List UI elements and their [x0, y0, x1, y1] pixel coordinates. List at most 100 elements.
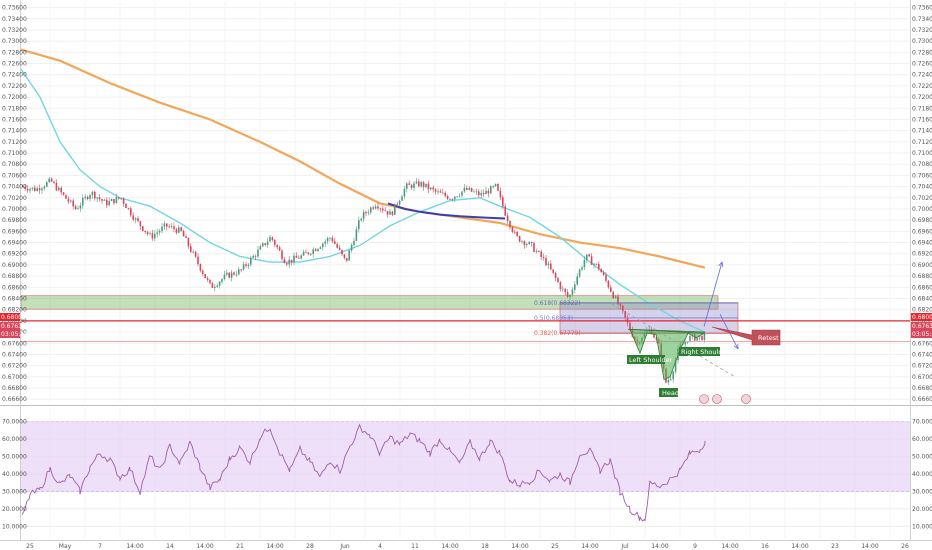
candle-body — [425, 183, 427, 188]
candle-body — [499, 190, 502, 198]
candle-body — [214, 286, 216, 288]
candle-body — [115, 197, 118, 204]
candle-body — [235, 274, 238, 276]
candle-body — [475, 191, 478, 193]
candle-body — [22, 186, 24, 188]
candle-body — [545, 257, 547, 266]
candle-body — [178, 227, 180, 233]
fast-moving-average — [20, 68, 706, 333]
time-tick-label: 14:00 — [791, 543, 808, 550]
candle-body — [672, 371, 674, 380]
candle-body — [127, 208, 130, 209]
time-tick-label: 14:00 — [581, 543, 598, 550]
candle-body — [588, 254, 590, 257]
time-tick-label: 25 — [26, 543, 34, 550]
price-tick-label: 0.72200 — [912, 83, 932, 90]
time-tick-label: Jun — [339, 543, 350, 550]
candle-body — [590, 256, 593, 265]
price-tick-label: 0.67000 — [2, 374, 27, 381]
price-tick-label: 0.70800 — [912, 161, 932, 168]
candle-body — [194, 251, 197, 257]
candle-body — [523, 241, 526, 246]
candle-body — [406, 183, 408, 189]
candle-body — [694, 334, 696, 341]
candle-body — [295, 255, 298, 258]
candle-body — [386, 211, 389, 215]
rsi-tick-label: 10.0000 — [2, 523, 27, 530]
candle-body — [444, 192, 446, 196]
candle-body — [547, 263, 550, 266]
candle-body — [353, 240, 355, 245]
candle-body — [132, 215, 134, 220]
price-tick-label: 0.72400 — [2, 72, 27, 79]
candle-body — [569, 294, 571, 297]
candle-body — [583, 259, 586, 268]
candle-body — [602, 272, 605, 275]
event-flag-icons[interactable] — [699, 394, 751, 404]
candle-body — [290, 259, 293, 263]
candle-body — [29, 188, 31, 191]
candle-body — [595, 263, 598, 265]
time-tick-label: Jul — [620, 543, 629, 550]
candle-body — [554, 272, 557, 279]
candle-body — [305, 251, 307, 253]
candle-body — [398, 200, 401, 205]
candle-body — [593, 263, 595, 265]
candle-body — [154, 233, 156, 239]
candle-body — [226, 272, 228, 275]
rsi-band — [21, 421, 910, 492]
candle-body — [502, 197, 504, 207]
candle-body — [564, 288, 566, 293]
rsi-tick-label: 70.0000 — [2, 419, 27, 426]
candle-body — [233, 272, 235, 275]
price-tick-label: 0.71400 — [2, 128, 27, 135]
candle-body — [310, 253, 312, 255]
time-tick-label: 14:00 — [861, 543, 878, 550]
price-tick-label: 0.70000 — [2, 206, 27, 213]
price-tick-label: 0.70200 — [912, 195, 932, 202]
candle-body — [497, 183, 499, 191]
price-tick-label: 0.73200 — [912, 27, 932, 34]
price-tick-label: 0.73400 — [2, 16, 27, 23]
candle-body — [324, 241, 326, 244]
current-price-right: 0.67633 — [912, 323, 932, 330]
candle-body — [192, 251, 194, 253]
candle-body — [89, 195, 91, 199]
candle-body — [134, 218, 137, 220]
price-tick-label: 0.67200 — [2, 363, 27, 370]
price-tick-label: 0.72000 — [2, 94, 27, 101]
candle-body — [26, 188, 29, 191]
candle-body — [578, 269, 581, 277]
candle-body — [286, 263, 288, 265]
candle-body — [312, 249, 314, 254]
price-tick-label: 0.72000 — [912, 94, 932, 101]
candle-body — [31, 187, 34, 189]
candle-body — [278, 247, 281, 251]
price-tick-label: 0.70000 — [912, 206, 932, 213]
candle-body — [401, 196, 403, 201]
retest-callout[interactable]: Retest — [711, 326, 781, 346]
rsi-tick-label: 50.0000 — [2, 454, 27, 461]
candle-body — [432, 187, 434, 190]
time-tick-label: 14:00 — [126, 543, 143, 550]
fib-label: 0.5(0.68053) — [534, 315, 573, 322]
candle-body — [74, 206, 77, 210]
candle-body — [161, 226, 163, 231]
price-tick-label: 0.67000 — [912, 374, 932, 381]
candle-body — [350, 244, 353, 251]
candle-body — [240, 269, 242, 271]
candle-body — [437, 191, 439, 193]
candle-body — [319, 247, 322, 249]
candle-body — [276, 244, 278, 248]
candle-body — [173, 226, 175, 230]
rsi-tick-label: 20.0000 — [912, 506, 932, 513]
candle-body — [530, 241, 533, 244]
price-axis-left: 0.73600 0.73400 0.73200 0.73000 0.72800 0.726… — [2, 5, 27, 404]
candle-body — [526, 244, 528, 246]
candle-body — [346, 258, 348, 261]
candle-body — [504, 206, 506, 216]
candle-body — [550, 263, 552, 270]
candle-body — [242, 264, 245, 270]
candle-body — [552, 269, 554, 273]
